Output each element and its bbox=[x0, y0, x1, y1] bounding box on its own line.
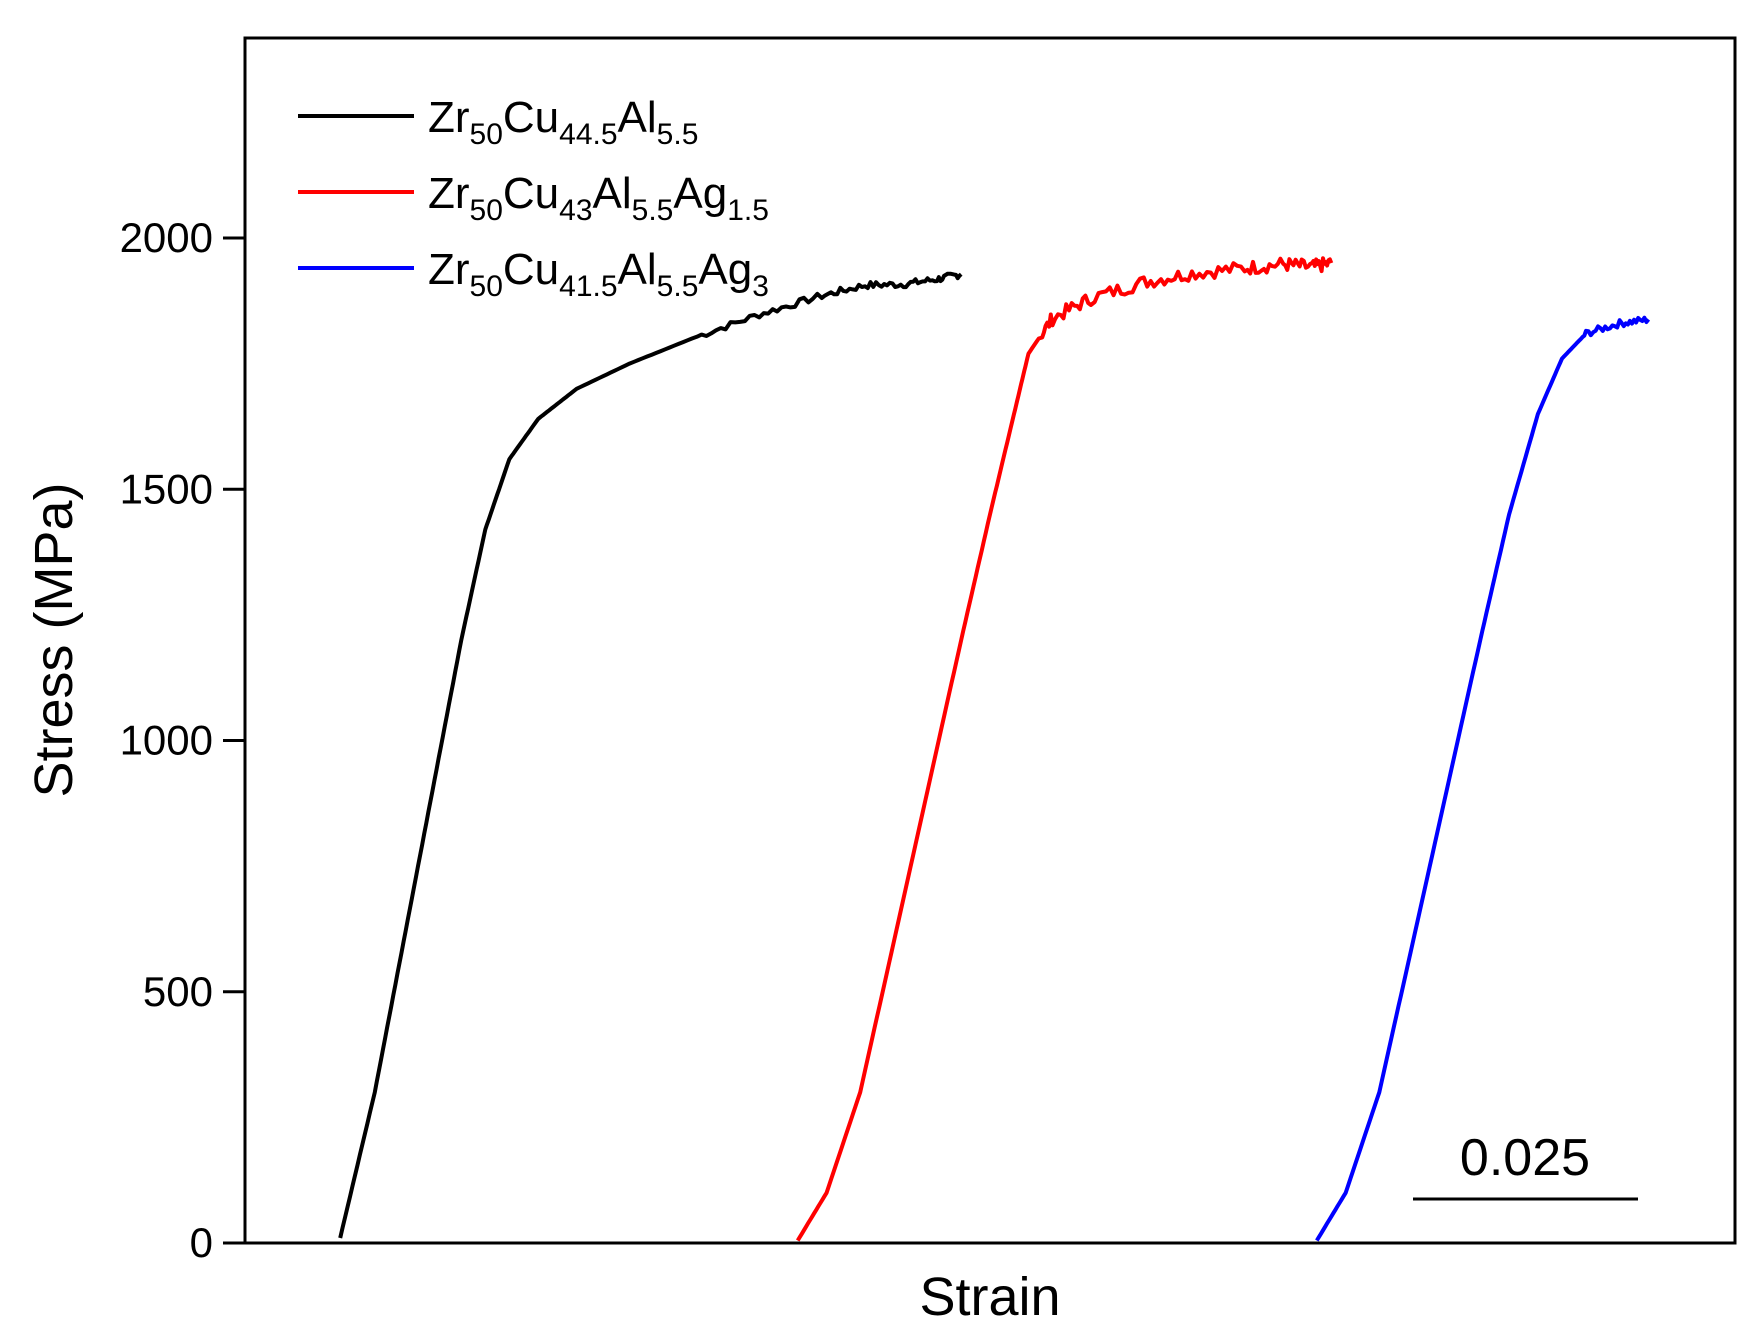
y-axis: 0 500 1000 1500 2000 bbox=[120, 214, 245, 1266]
legend: Zr50Cu44.5Al5.5 Zr50Cu43Al5.5Ag1.5 Zr50Cu4… bbox=[298, 93, 769, 303]
y-tick-label-2000: 2000 bbox=[120, 214, 213, 261]
legend-label-3: Zr50Cu41.5Al5.5Ag3 bbox=[428, 245, 769, 303]
scale-bar: 0.025 bbox=[1413, 1129, 1638, 1201]
series-line-2 bbox=[795, 256, 1334, 1242]
y-tick-label-500: 500 bbox=[143, 968, 213, 1015]
y-tick-label-0: 0 bbox=[190, 1219, 213, 1266]
series-line-1 bbox=[338, 271, 963, 1239]
y-axis-title: Stress (MPa) bbox=[24, 482, 84, 797]
scale-bar-label: 0.025 bbox=[1460, 1129, 1590, 1187]
x-axis-title: Strain bbox=[919, 1267, 1060, 1327]
series-layer bbox=[338, 256, 1651, 1242]
legend-label-2: Zr50Cu43Al5.5Ag1.5 bbox=[428, 169, 769, 227]
y-tick-label-1000: 1000 bbox=[120, 717, 213, 764]
legend-label-1: Zr50Cu44.5Al5.5 bbox=[428, 93, 698, 151]
plot-frame bbox=[243, 36, 1737, 1245]
y-tick-label-1500: 1500 bbox=[120, 465, 213, 512]
series-line-3 bbox=[1315, 315, 1651, 1242]
